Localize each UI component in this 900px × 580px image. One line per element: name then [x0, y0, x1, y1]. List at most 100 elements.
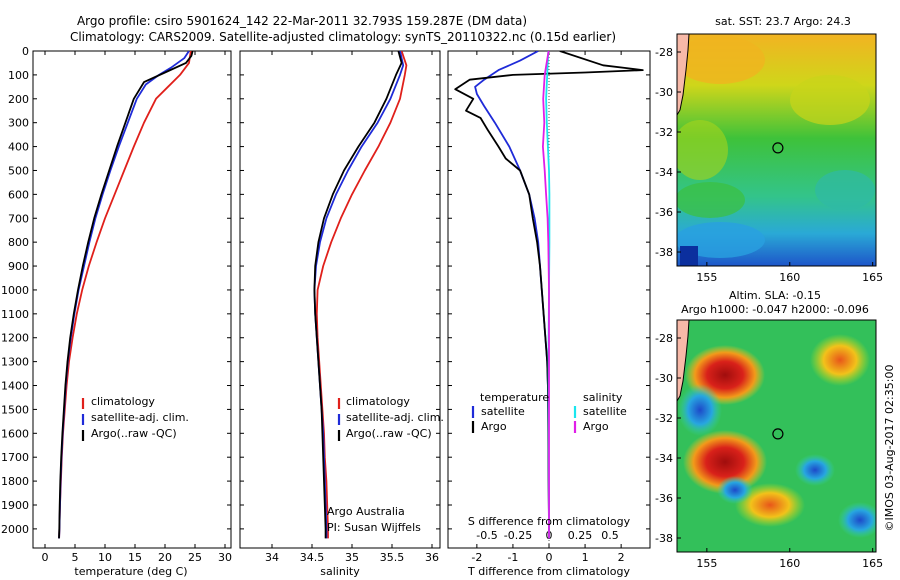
sla-high-eddy: [683, 430, 767, 494]
depth-axis: 0 100 200 300 400 500 600 700 800 900 1000 1100 1200…: [1, 45, 231, 536]
temperature-x-axis: 0 5 10 15 20 25 30: [42, 51, 232, 564]
difference-panel: -2 -1 0 1 2-0.5 -0.25 0 0.25 0.5 S difference fr…: [447, 50, 651, 578]
climatology-line: [315, 51, 408, 539]
map-latitude-label: -34: [655, 452, 673, 465]
argo-raw-qc-line: [58, 51, 194, 539]
depth-tick-label: 1100: [1, 308, 29, 321]
salinity-legend: climatology satellite-adj. clim. Argo(..…: [337, 395, 444, 441]
sla-map-panel: Altim. SLA: -0.15 Argo h1000: -0.047 h20…: [655, 289, 883, 570]
legend-label-s-argo: Argo: [583, 420, 609, 433]
depth-tick-label: 1700: [1, 451, 29, 464]
map-latitude-label: -30: [655, 372, 673, 385]
sla-map-field: [677, 320, 876, 552]
x-tick-label: 10: [98, 551, 112, 564]
x-tick-label: 20: [158, 551, 172, 564]
depth-tick-label: 200: [8, 93, 29, 106]
x-tick-label: 36: [425, 551, 439, 564]
profile-location-marker: [772, 428, 784, 440]
legend-label-t-satellite: satellite: [481, 405, 525, 418]
sla-low-eddy: [838, 502, 876, 538]
sst-map-panel: sat. SST: 23.7 Argo: 24.3 155 160 165 -28 -3…: [655, 15, 883, 284]
sla-map-frame: [676, 319, 877, 553]
sst-map-axes: 155 160 165 -28 -30 -32 -34 -36 -38: [655, 46, 883, 284]
argo-raw-qc-line: [313, 51, 403, 539]
temperature-plot-frame: [32, 50, 232, 549]
map-longitude-label: 160: [779, 271, 800, 284]
map-longitude-label: 165: [862, 271, 883, 284]
sst-cold-corner: [680, 246, 698, 266]
legend-label-climatology: climatology: [346, 395, 410, 408]
s-difference-tick-label: 0.25: [568, 529, 593, 542]
sla-low-eddy: [795, 454, 835, 486]
s-difference-tick-label: 0.5: [601, 529, 619, 542]
depth-tick-label: 1500: [1, 403, 29, 416]
depth-tick-label: 700: [8, 212, 29, 225]
sla-low-eddy: [717, 476, 753, 504]
x-tick-label: 5: [72, 551, 79, 564]
salinity-panel: 34 34.5 35 35.5 36 salinity climatology sate…: [239, 50, 444, 578]
sst-green-patch: [677, 182, 745, 218]
map-longitude-label: 165: [862, 557, 883, 570]
depth-tick-label: 1000: [1, 284, 29, 297]
sst-map-frame: [676, 33, 877, 267]
legend-header-temperature: temperature: [480, 391, 549, 404]
difference-series-group: [454, 51, 644, 539]
depth-tick-label: 1600: [1, 427, 29, 440]
x-tick-label: 1: [582, 551, 589, 564]
map-latitude-label: -36: [655, 206, 673, 219]
x-tick-label: 34: [265, 551, 279, 564]
map-latitude-label: -30: [655, 86, 673, 99]
legend-label-satellite: satellite-adj. clim.: [91, 411, 189, 424]
s-difference-tick-label: -0.5: [476, 529, 497, 542]
temperature-panel: 0100200300400500600700800900100011001200…: [1, 45, 232, 578]
depth-tick-label: 1900: [1, 499, 29, 512]
x-tick-label: 30: [218, 551, 232, 564]
sla-low-eddy: [678, 384, 722, 436]
map-longitude-label: 155: [696, 557, 717, 570]
map-latitude-label: -32: [655, 126, 673, 139]
sla-map-title: Altim. SLA: -0.15: [729, 289, 821, 302]
depth-tick-label: 1200: [1, 332, 29, 345]
legend-label-climatology: climatology: [91, 395, 155, 408]
depth-tick-label: 0: [22, 45, 29, 58]
legend-label-argo: Argo(..raw -QC): [91, 427, 177, 440]
legend-label-satellite: satellite-adj. clim.: [346, 411, 444, 424]
map-longitude-label: 160: [779, 557, 800, 570]
map-latitude-label: -28: [655, 332, 673, 345]
map-latitude-label: -28: [655, 46, 673, 59]
annotation-argo-australia: Argo Australia: [327, 505, 405, 518]
s-difference-label: S difference from climatology: [468, 515, 631, 528]
depth-tick-label: 1400: [1, 380, 29, 393]
depth-tick-label: 1300: [1, 356, 29, 369]
map-longitude-label: 155: [696, 271, 717, 284]
temperature-series-group: [58, 51, 194, 539]
depth-tick-label: 900: [8, 260, 29, 273]
difference-axes: -2 -1 0 1 2-0.5 -0.25 0 0.25 0.5: [448, 50, 650, 564]
t-difference-label: T difference from climatology: [467, 565, 630, 578]
x-tick-label: -1: [507, 551, 518, 564]
sst-map-field: [677, 34, 876, 266]
figure-title-line1: Argo profile: csiro 5901624_142 22-Mar-2…: [77, 14, 527, 28]
salinity-x-label: salinity: [320, 565, 360, 578]
map-latitude-label: -36: [655, 492, 673, 505]
x-tick-label: 0: [546, 551, 553, 564]
temperature-argo-line: [454, 51, 644, 539]
sla-map-subtitle: Argo h1000: -0.047 h2000: -0.096: [681, 303, 869, 316]
depth-tick-label: 500: [8, 164, 29, 177]
salinity-axes: 34 34.5 35 35.5 36: [240, 50, 440, 564]
depth-tick-label: 800: [8, 236, 29, 249]
x-tick-label: -2: [471, 551, 482, 564]
temperature-legend: climatology satellite-adj. clim. Argo(..…: [81, 395, 189, 441]
map-latitude-label: -38: [655, 532, 673, 545]
x-tick-label: 15: [128, 551, 142, 564]
s-difference-tick-label: -0.25: [504, 529, 532, 542]
sst-map-title: sat. SST: 23.7 Argo: 24.3: [715, 15, 851, 28]
depth-tick-label: 100: [8, 69, 29, 82]
sst-warm-patch: [790, 75, 870, 125]
sla-warm-eddy: [810, 334, 870, 386]
x-tick-label: 0: [42, 551, 49, 564]
legend-label-s-satellite: satellite: [583, 405, 627, 418]
depth-tick-label: 1800: [1, 475, 29, 488]
sst-warm-patch: [677, 120, 728, 180]
